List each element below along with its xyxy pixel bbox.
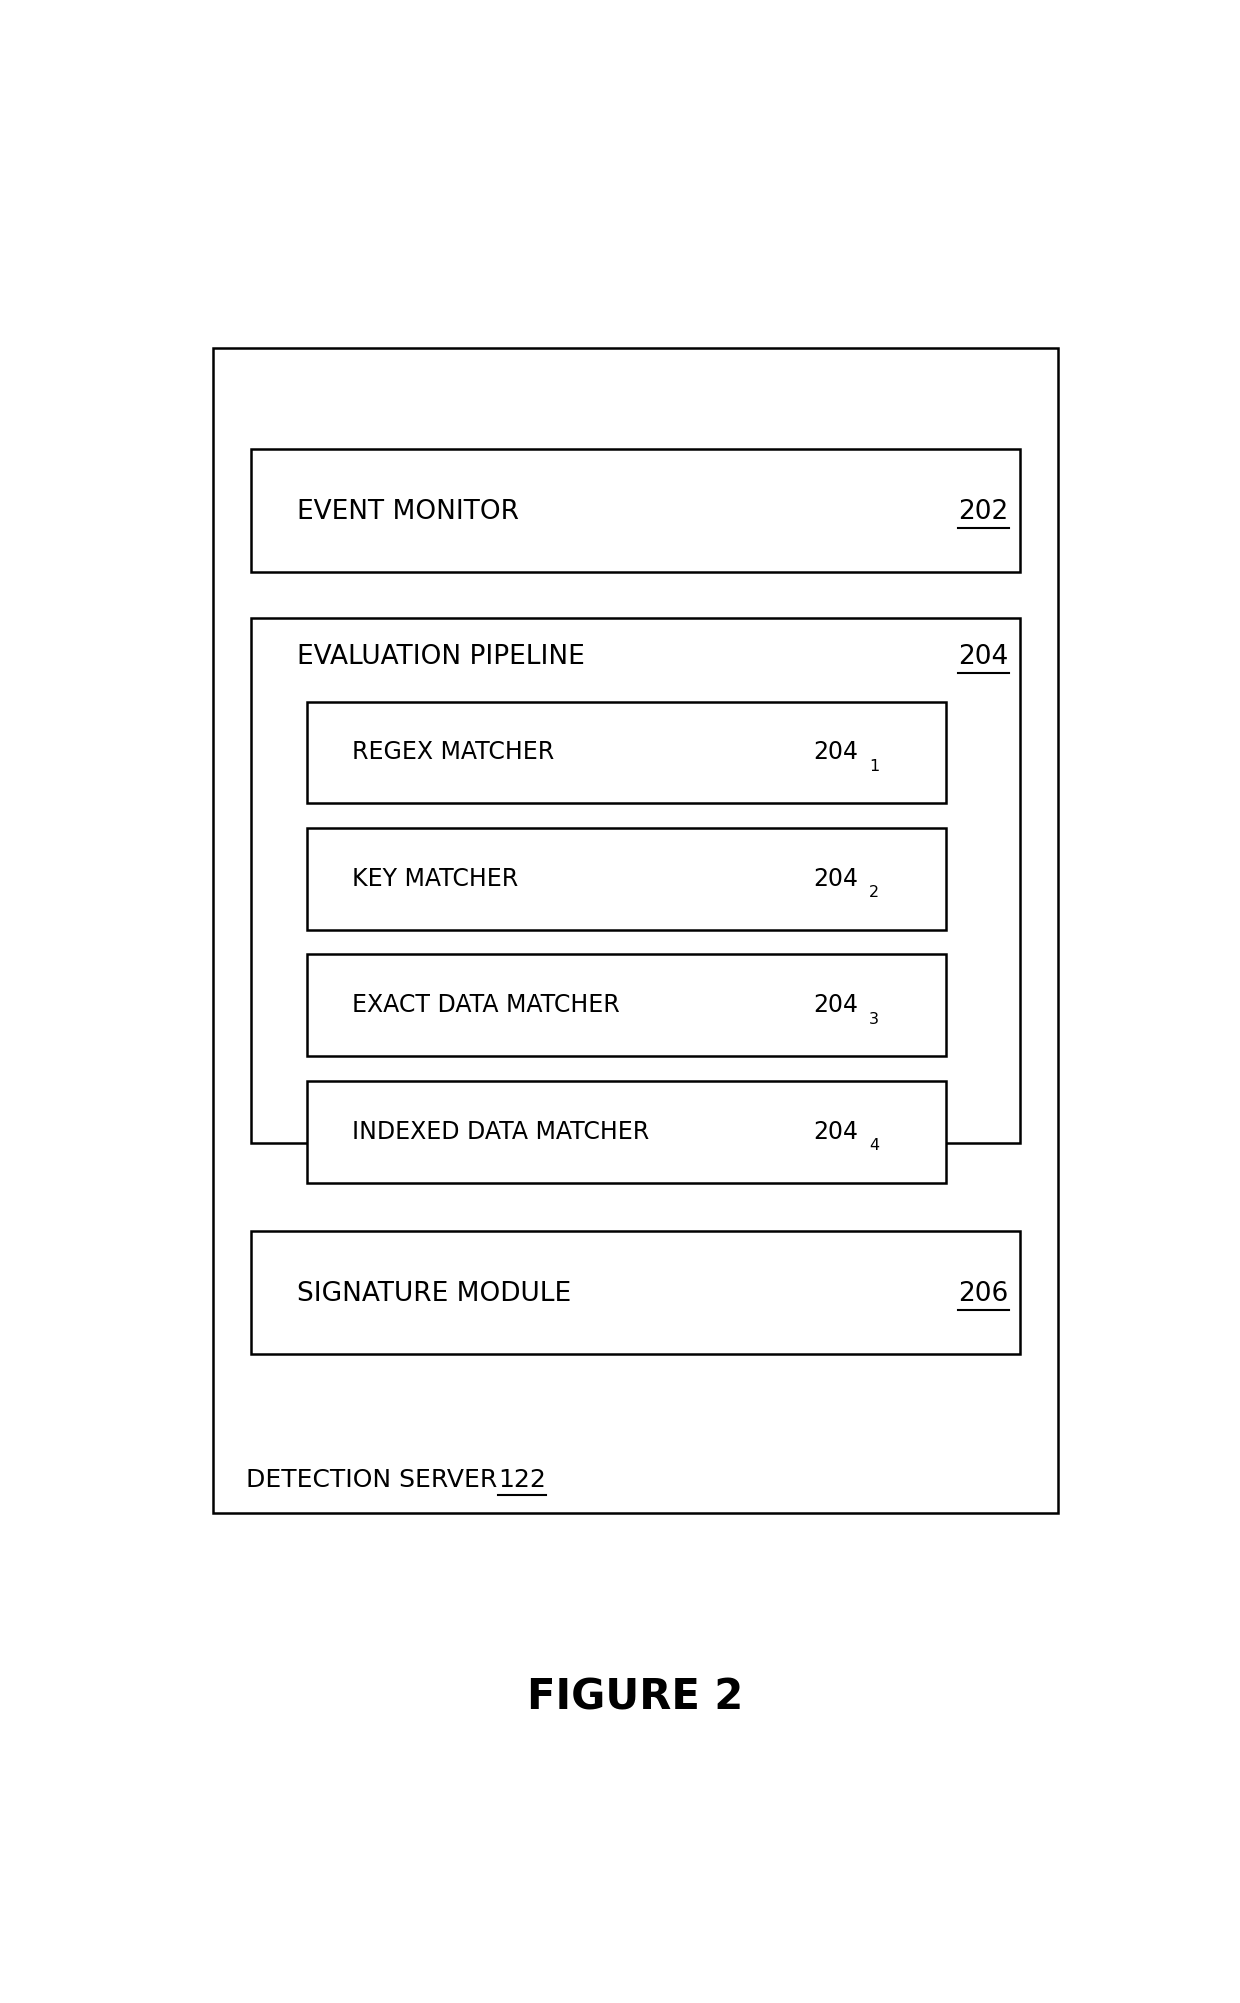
FancyBboxPatch shape <box>250 619 1019 1142</box>
Text: 2: 2 <box>869 885 879 899</box>
Text: 204: 204 <box>813 741 858 765</box>
FancyBboxPatch shape <box>306 955 946 1056</box>
Text: 204: 204 <box>813 1120 858 1144</box>
Text: KEY MATCHER: KEY MATCHER <box>352 867 518 891</box>
Text: REGEX MATCHER: REGEX MATCHER <box>352 741 554 765</box>
FancyBboxPatch shape <box>213 349 1058 1512</box>
Text: SIGNATURE MODULE: SIGNATURE MODULE <box>298 1280 572 1306</box>
FancyBboxPatch shape <box>306 701 946 803</box>
Text: 206: 206 <box>959 1280 1008 1306</box>
Text: 122: 122 <box>498 1468 546 1492</box>
Text: 204: 204 <box>813 993 858 1018</box>
Text: DETECTION SERVER: DETECTION SERVER <box>247 1468 506 1492</box>
Text: 204: 204 <box>959 643 1008 669</box>
FancyBboxPatch shape <box>306 1082 946 1182</box>
Text: EVENT MONITOR: EVENT MONITOR <box>298 499 520 525</box>
Text: INDEXED DATA MATCHER: INDEXED DATA MATCHER <box>352 1120 650 1144</box>
FancyBboxPatch shape <box>250 449 1019 573</box>
Text: 204: 204 <box>813 867 858 891</box>
Text: 3: 3 <box>869 1012 879 1028</box>
Text: 202: 202 <box>959 499 1008 525</box>
Text: EXACT DATA MATCHER: EXACT DATA MATCHER <box>352 993 620 1018</box>
Text: FIGURE 2: FIGURE 2 <box>527 1677 744 1719</box>
Text: 4: 4 <box>869 1138 879 1154</box>
Text: 1: 1 <box>869 759 879 773</box>
FancyBboxPatch shape <box>250 1230 1019 1354</box>
FancyBboxPatch shape <box>306 827 946 929</box>
Text: EVALUATION PIPELINE: EVALUATION PIPELINE <box>298 643 585 669</box>
